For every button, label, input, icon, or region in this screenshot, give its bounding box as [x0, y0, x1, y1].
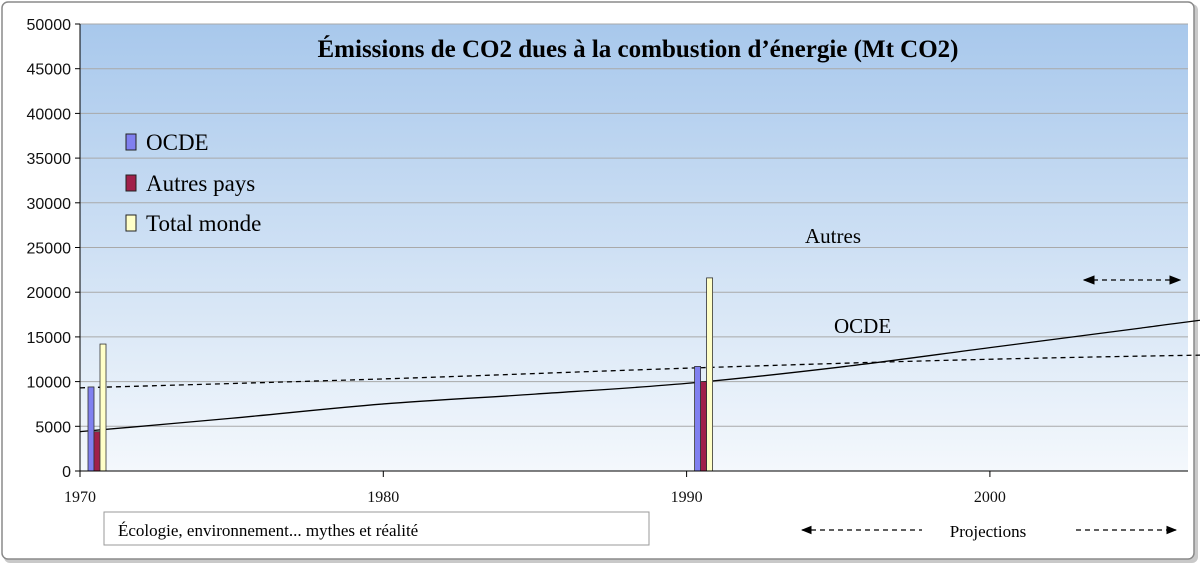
annotation-autres: Autres [805, 224, 861, 248]
y-tick-label: 30000 [27, 196, 72, 213]
x-axis-ticks: 19701980199020002010202020302040 [64, 471, 1006, 506]
bar-total-monde-1990 [706, 277, 713, 472]
legend-label-total-monde: Total monde [146, 211, 261, 236]
trend-lines [79, 319, 1200, 433]
y-tick-label: 40000 [27, 106, 72, 123]
legend-swatch-autres-pays [125, 174, 137, 192]
x-tick-label: 2000 [974, 489, 1006, 506]
y-axis-ticks: 0 5000 10000 15000 20000 25000 30000 35000 40000… [27, 17, 80, 481]
x-tick-label: 1990 [671, 489, 703, 506]
projections-label: Projections [950, 522, 1027, 541]
grid [80, 23, 1188, 427]
source-box [103, 511, 650, 546]
y-tick-label: 15000 [27, 330, 72, 347]
trend-line-autres [79, 319, 1200, 433]
bar-total-monde-1970 [99, 343, 107, 472]
bar-autres-pays-1970 [93, 431, 101, 472]
y-tick-label: 20000 [27, 285, 72, 302]
y-tick-label: 50000 [27, 17, 72, 34]
source-text: Écologie, environnement... mythes et réa… [118, 521, 418, 540]
chart-title: Émissions de CO2 dues à la combustion d’… [318, 35, 959, 63]
legend-swatch-total-monde [125, 214, 137, 232]
y-tick-label: 35000 [27, 151, 72, 168]
x-tick-label: 1980 [367, 489, 399, 506]
bar-ocde-1970 [87, 386, 95, 472]
legend-label-autres-pays: Autres pays [146, 171, 255, 196]
x-tick-label: 1970 [64, 489, 96, 506]
y-tick-label: 0 [62, 464, 71, 481]
y-tick-label: 45000 [27, 62, 72, 79]
legend: OCDE Autres pays Total monde [125, 130, 261, 236]
annotation-ocde: OCDE [834, 314, 891, 338]
bar-autres-pays-1990 [700, 381, 707, 472]
y-tick-label: 5000 [35, 419, 71, 436]
y-tick-label: 25000 [27, 241, 72, 258]
y-tick-label: 10000 [27, 375, 72, 392]
legend-swatch-ocde [125, 133, 137, 151]
bar-ocde-1990 [694, 366, 701, 472]
legend-label-ocde: OCDE [146, 130, 209, 155]
